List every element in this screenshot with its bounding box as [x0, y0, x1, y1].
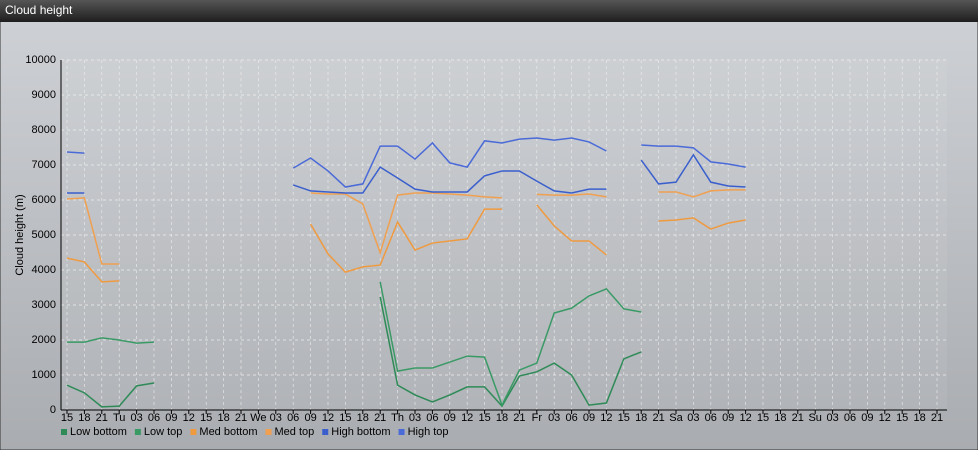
x-tick-label: 18	[913, 412, 925, 424]
x-tick-label: 03	[826, 412, 838, 424]
x-tick-label: 06	[148, 412, 160, 424]
x-tick-label: We	[250, 412, 266, 424]
x-tick-label: 21	[513, 412, 525, 424]
y-tick-label: 10000	[25, 54, 56, 66]
legend-label: Low bottom	[70, 426, 127, 438]
series-line	[66, 296, 642, 408]
x-tick-label: 18	[78, 412, 90, 424]
series-line	[66, 137, 746, 188]
y-tick-label: 2000	[32, 334, 56, 346]
x-tick-label: 21	[96, 412, 108, 424]
x-tick-label: 15	[896, 412, 908, 424]
header-bar	[0, 0, 978, 22]
x-tick-label: Su	[808, 412, 821, 424]
x-tick-label: 21	[931, 412, 943, 424]
x-tick-label: 06	[705, 412, 717, 424]
x-tick-label: 09	[583, 412, 595, 424]
x-tick-label: 15	[618, 412, 630, 424]
x-tick-label: 03	[409, 412, 421, 424]
x-tick-label: 09	[165, 412, 177, 424]
legend-label: Low top	[144, 426, 183, 438]
x-tick-label: 18	[357, 412, 369, 424]
y-tick-label: 4000	[32, 264, 56, 276]
x-tick-label: 06	[565, 412, 577, 424]
x-tick-label: 18	[217, 412, 229, 424]
legend-label: Med bottom	[199, 426, 257, 438]
y-tick-label: 9000	[32, 89, 56, 101]
y-tick-label: 0	[50, 404, 56, 416]
x-tick-label: 18	[774, 412, 786, 424]
x-tick-label: 21	[652, 412, 664, 424]
x-tick-label: 15	[200, 412, 212, 424]
y-tick-label: 7000	[32, 159, 56, 171]
y-axis-label: Cloud height (m)	[14, 194, 26, 275]
series-line	[67, 153, 746, 194]
x-tick-label: Tu	[113, 412, 125, 424]
y-tick-label: 1000	[32, 369, 56, 381]
legend-label: High bottom	[331, 426, 390, 438]
series-line	[66, 189, 746, 265]
x-tick-label: 09	[444, 412, 456, 424]
legend-swatch	[190, 429, 197, 435]
x-tick-label: 18	[635, 412, 647, 424]
x-tick-label: Sa	[669, 412, 683, 424]
x-tick-label: 03	[270, 412, 282, 424]
legend-label: High top	[408, 426, 449, 438]
legend-swatch	[134, 429, 141, 435]
x-tick-label: 12	[461, 412, 473, 424]
series-line	[67, 281, 642, 408]
x-tick-label: 12	[183, 412, 195, 424]
x-tick-label: 06	[426, 412, 438, 424]
legend-swatch	[61, 429, 67, 435]
x-tick-label: Fr	[532, 412, 543, 424]
legend-swatch	[398, 429, 405, 435]
legend-swatch	[322, 429, 329, 435]
x-tick-label: Th	[391, 412, 404, 424]
y-tick-label: 8000	[32, 124, 56, 136]
x-tick-label: 03	[130, 412, 142, 424]
series-line	[66, 204, 746, 283]
x-tick-label: 12	[879, 412, 891, 424]
x-tick-label: 06	[287, 412, 299, 424]
y-tick-label: 5000	[32, 229, 56, 241]
x-tick-label: 15	[757, 412, 769, 424]
x-tick-label: 15	[339, 412, 351, 424]
x-tick-label: 15	[478, 412, 490, 424]
x-tick-label: 15	[61, 412, 73, 424]
x-tick-label: 06	[844, 412, 856, 424]
legend-swatch	[265, 429, 272, 435]
x-tick-label: 21	[374, 412, 386, 424]
x-tick-label: 12	[322, 412, 334, 424]
x-tick-label: 03	[548, 412, 560, 424]
x-tick-label: 12	[739, 412, 751, 424]
y-tick-label: 6000	[32, 194, 56, 206]
y-tick-label: 3000	[32, 299, 56, 311]
x-tick-label: 03	[687, 412, 699, 424]
chart-title: Cloud height	[5, 3, 73, 17]
x-tick-label: 21	[792, 412, 804, 424]
x-tick-label: 18	[496, 412, 508, 424]
x-tick-label: 09	[304, 412, 316, 424]
x-tick-label: 09	[722, 412, 734, 424]
x-tick-label: 09	[861, 412, 873, 424]
x-tick-label: 21	[235, 412, 247, 424]
x-tick-label: 12	[600, 412, 612, 424]
legend-label: Med top	[275, 426, 315, 438]
